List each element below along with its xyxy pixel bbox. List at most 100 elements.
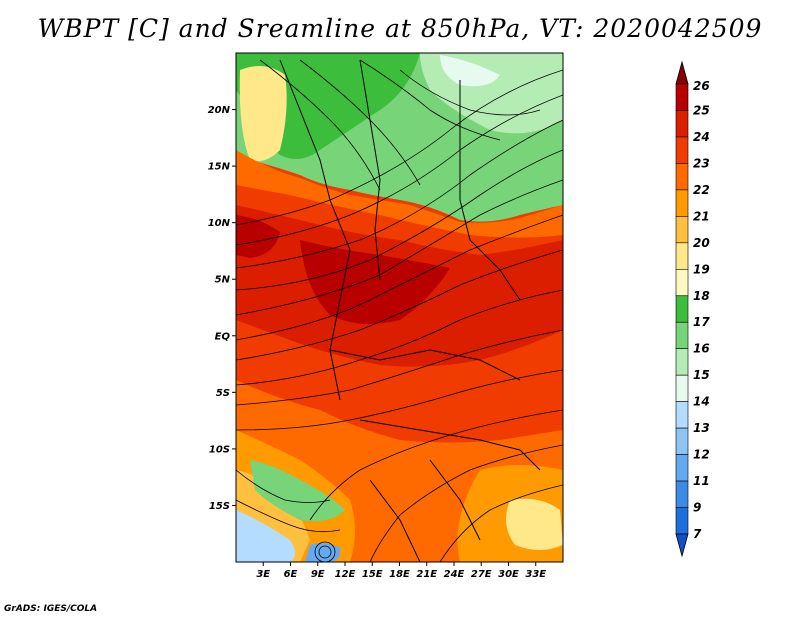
colorbar-label: 12	[693, 448, 710, 462]
lon-tick-label: 33E	[525, 569, 546, 580]
wbpt-field	[236, 53, 563, 562]
streamline	[259, 59, 381, 191]
colorbar-label: 24	[693, 130, 710, 144]
streamline-vortex	[314, 541, 336, 562]
longitude-axis: 3E 6E 9E 12E 15E 18E 21E 24E 27E 30E 33E	[256, 562, 546, 580]
lat-tick-label: 10N	[208, 218, 231, 229]
credit-text: GrADS: IGES/COLA	[4, 604, 98, 614]
colorbar-label: 25	[693, 103, 710, 117]
colorbar-swatch	[675, 268, 689, 297]
colorbar-label: 22	[693, 183, 710, 197]
colorbar-swatch	[675, 189, 689, 217]
colorbar-swatch	[675, 163, 689, 191]
colorbar-swatch	[675, 427, 689, 455]
colorbar-swatch	[675, 480, 689, 508]
lon-tick-label: 9E	[311, 569, 325, 580]
lat-tick-label: 5N	[215, 275, 231, 286]
colorbar-label: 11	[693, 474, 710, 488]
colorbar-swatch	[675, 110, 689, 138]
border-line	[369, 479, 421, 562]
lat-tick-label: 20N	[208, 105, 231, 116]
streamline	[236, 369, 563, 431]
lat-tick-label: 5S	[216, 388, 230, 399]
lon-tick-label: 21E	[416, 569, 437, 580]
streamline	[236, 94, 563, 246]
colorbar-bottom-triangle	[675, 533, 689, 558]
country-borders	[279, 59, 541, 562]
colorbar: 26 25 24 23 22 21 20 19 18 17 16 15 14 13 12 11 9 7	[675, 60, 710, 558]
colorbar-swatch	[675, 507, 689, 535]
colorbar-swatch	[675, 321, 689, 350]
colorbar-label: 17	[693, 315, 710, 329]
field-northeast-pale	[440, 55, 500, 87]
streamline	[236, 469, 331, 503]
colorbar-label: 18	[693, 289, 710, 303]
streamline-vortex	[318, 545, 332, 559]
streamline	[236, 119, 563, 269]
lon-tick-label: 24E	[444, 569, 465, 580]
field-northwest-yellow	[239, 66, 287, 162]
streamlines	[236, 59, 563, 562]
colorbar-label: 20	[693, 236, 710, 250]
field-southwest-green	[250, 460, 345, 522]
colorbar-swatch	[675, 242, 689, 270]
lon-tick-label: 6E	[284, 569, 298, 580]
colorbar-top-triangle	[675, 60, 689, 85]
colorbar-swatch	[675, 401, 689, 429]
colorbar-label: 19	[693, 262, 710, 276]
streamline	[236, 329, 563, 406]
colorbar-label: 14	[693, 395, 710, 409]
lat-tick-label: 15S	[209, 501, 230, 512]
lon-tick-label: 30E	[498, 569, 519, 580]
lat-tick-label: 10S	[209, 444, 230, 455]
lon-tick-label: 12E	[335, 569, 356, 580]
colorbar-label: 26	[693, 79, 710, 93]
lon-tick-label: 27E	[471, 569, 492, 580]
streamline	[236, 249, 563, 361]
border-line	[279, 59, 351, 401]
lat-tick-label: EQ	[215, 331, 231, 342]
colorbar-label: 7	[693, 527, 702, 541]
streamline	[359, 59, 501, 141]
field-darkred-core	[300, 240, 450, 324]
lon-tick-label: 15E	[362, 569, 383, 580]
streamline	[236, 179, 563, 316]
streamline	[399, 69, 541, 116]
border-line	[429, 459, 481, 541]
field-southeast-yellow	[506, 498, 563, 550]
streamline	[369, 444, 563, 562]
streamline	[236, 289, 563, 386]
lat-tick-label: 15N	[208, 162, 231, 173]
colorbar-swatch	[675, 83, 689, 111]
border-line	[359, 419, 541, 471]
colorbar-swatch	[675, 374, 689, 402]
colorbar-label: 9	[693, 501, 701, 515]
lon-tick-label: 3E	[256, 569, 270, 580]
field-orange-band	[236, 150, 563, 238]
latitude-axis: 20N 15N 10N 5N EQ 5S 10S 15S	[208, 105, 236, 512]
colorbar-label: 21	[693, 209, 710, 223]
streamline	[439, 484, 563, 562]
colorbar-swatch	[675, 454, 689, 482]
streamline	[236, 149, 563, 291]
colorbar-swatch	[675, 216, 689, 244]
streamline	[236, 214, 563, 341]
lon-tick-label: 18E	[389, 569, 410, 580]
colorbar-label: 15	[693, 368, 710, 382]
colorbar-label: 16	[693, 342, 710, 356]
field-darkred-west	[236, 215, 280, 258]
border-line	[329, 349, 521, 381]
streamline	[236, 499, 341, 533]
field-south-blue	[305, 543, 341, 562]
colorbar-swatch	[675, 295, 689, 323]
border-line	[459, 80, 521, 301]
field-southwest-cyan	[236, 510, 295, 562]
colorbar-swatch	[675, 136, 689, 164]
streamline	[309, 409, 563, 521]
chart-title: WBPT [C] and Sreamline at 850hPa, VT: 20…	[37, 14, 763, 43]
border-line	[359, 59, 381, 281]
colorbar-label: 23	[693, 156, 710, 170]
colorbar-swatch	[675, 348, 689, 376]
colorbar-label: 13	[693, 421, 710, 435]
